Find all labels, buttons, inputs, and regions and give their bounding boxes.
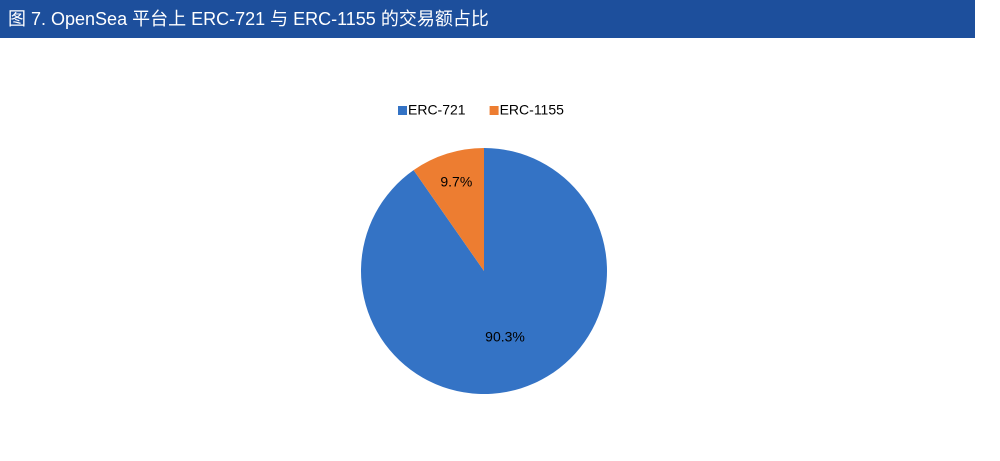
legend-label: ERC-721 xyxy=(408,102,466,118)
chart-title: 图 7. OpenSea 平台上 ERC-721 与 ERC-1155 的交易额… xyxy=(8,9,489,29)
legend-label: ERC-1155 xyxy=(500,102,565,118)
pie-slice xyxy=(413,148,484,271)
data-label: 9.7% xyxy=(440,174,472,190)
title-bar xyxy=(0,0,975,38)
pie-slice xyxy=(361,148,607,394)
legend-swatch xyxy=(489,106,499,115)
legend-swatch xyxy=(398,106,407,115)
data-label: 90.3% xyxy=(485,329,525,345)
